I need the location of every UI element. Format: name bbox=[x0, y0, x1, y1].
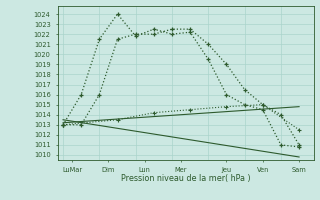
X-axis label: Pression niveau de la mer( hPa ): Pression niveau de la mer( hPa ) bbox=[121, 174, 251, 183]
